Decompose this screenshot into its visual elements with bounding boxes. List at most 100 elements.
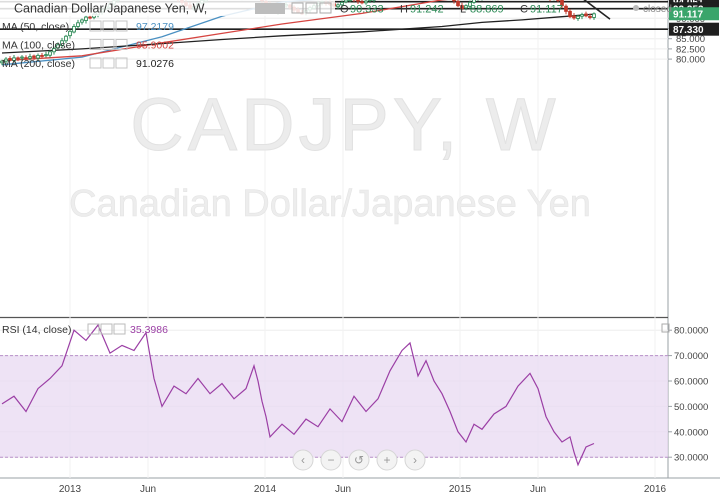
time-tick-label: Jun — [335, 484, 351, 495]
candle-body — [0, 60, 4, 64]
candle-body — [48, 51, 52, 56]
price-tick-label: 80.000 — [676, 55, 705, 66]
indicator-close-icon[interactable] — [115, 39, 128, 50]
rsi-tick-label: 60.0000 — [674, 377, 708, 388]
header: Canadian Dollar/Japanese Yen, W, O 90.333… — [0, 0, 672, 16]
ohlc-value-h: 91.242 — [410, 4, 444, 16]
ohlc-value-l: 88.869 — [470, 4, 504, 16]
status-text: closed — [643, 4, 672, 15]
indicator-settings-icon[interactable] — [89, 39, 102, 50]
indicator-value-1: 95.9002 — [136, 40, 174, 52]
time-tick-label: Jun — [530, 484, 546, 495]
rsi-tick-label: 50.0000 — [674, 402, 708, 413]
ohlc-label-l: L — [460, 4, 466, 16]
time-tick-label: 2013 — [59, 484, 82, 495]
rsi-close-icon[interactable] — [113, 323, 126, 335]
time-tick-label: 2016 — [644, 484, 667, 495]
candle-body — [8, 58, 12, 61]
candle-body — [348, 0, 352, 2]
chevron-right-button[interactable] — [404, 449, 426, 471]
indicator-close-icon[interactable] — [115, 57, 128, 69]
watermark: CADJPY, W Canadian Dollar/Japanese Yen — [69, 83, 591, 226]
symbol-masked — [255, 3, 285, 14]
settings-icon[interactable] — [305, 2, 318, 14]
chevron-left-button[interactable] — [292, 449, 314, 471]
candle-body — [344, 0, 348, 3]
rsi-tick-label: 80.0000 — [674, 326, 708, 337]
indicator-settings-icon[interactable] — [89, 57, 102, 69]
candle-body — [60, 40, 64, 46]
reset-button[interactable] — [348, 449, 370, 471]
candle-body — [360, 1, 364, 4]
trendline-line[interactable] — [552, 0, 611, 20]
candle-body — [568, 10, 572, 18]
candle-body — [584, 13, 588, 17]
rsi-tick-label: 40.0000 — [674, 427, 708, 438]
candle-body — [464, 5, 468, 9]
candle-body — [580, 14, 584, 17]
indicator-hide-icon[interactable] — [102, 57, 115, 69]
rsi-series-line — [1, 323, 595, 467]
last-price-tag — [669, 7, 719, 21]
rsi-line — [1, 323, 595, 467]
candle-body — [28, 56, 32, 59]
rsi-value: 35.3986 — [130, 324, 168, 336]
ohlc-label-o: O — [340, 4, 349, 16]
candle-body — [460, 5, 464, 9]
status: closed — [633, 4, 672, 15]
ohlc-label-h: H — [400, 4, 408, 16]
candle-body — [368, 0, 372, 2]
rsi-tick-label: 30.0000 — [674, 453, 708, 464]
chart-navigation[interactable]: ‹ − ↺ + › — [292, 449, 426, 471]
candle-body — [32, 55, 36, 58]
price-tick-label: 82.500 — [676, 44, 705, 55]
candle-body — [452, 0, 456, 2]
indicator-label-2: MA (200, close) — [2, 58, 75, 70]
legend-controls[interactable] — [291, 2, 332, 14]
candle-body — [592, 13, 596, 18]
ma-line-1 — [1, 0, 449, 62]
time-tick-label: Jun — [140, 484, 156, 495]
chart-title: Canadian Dollar/Japanese Yen, W, — [14, 2, 207, 16]
rsi-hide-icon[interactable] — [100, 323, 113, 335]
candle-body — [24, 57, 28, 60]
candle-body — [12, 57, 16, 61]
close-icon[interactable] — [319, 2, 332, 14]
chevron-left-icon: ‹ — [301, 453, 305, 467]
indicator-settings-icon[interactable] — [89, 20, 102, 32]
time-tick-label: 2015 — [449, 484, 472, 495]
rsi-axis-ticks: 30.0000 40.0000 50.0000 60.0000 70.0000 80.00… — [668, 326, 708, 464]
rsi-tick-label: 70.0000 — [674, 351, 708, 362]
last-price-tag-label: 91.117 — [673, 10, 703, 21]
hide-icon[interactable] — [291, 2, 304, 14]
indicator-hide-icon[interactable] — [102, 39, 115, 50]
candle-body — [64, 35, 68, 42]
indicator-hide-icon[interactable] — [102, 20, 115, 32]
candle-body — [88, 16, 92, 19]
trendline[interactable] — [552, 0, 611, 20]
rsi-band-fill — [0, 355, 668, 458]
plus-button[interactable] — [376, 449, 398, 471]
price-axis-background — [668, 0, 720, 478]
reset-icon: ↺ — [354, 453, 364, 467]
candle-body — [16, 57, 20, 60]
candle-body — [76, 22, 80, 27]
moving-averages — [1, 0, 595, 66]
indicator-value-0: 97.2179 — [136, 21, 174, 33]
candle-body — [340, 1, 344, 6]
level-price-tag-label: 87.330 — [673, 25, 704, 36]
candle-body — [576, 15, 580, 19]
rsi-legend: RSI (14, close) 35.3986 — [2, 323, 670, 336]
rsi-maximize-icon[interactable] — [661, 323, 670, 333]
rsi-band — [0, 355, 668, 458]
rsi-settings-icon[interactable] — [87, 323, 100, 335]
level-price-tag — [669, 22, 719, 36]
candle-body — [588, 16, 592, 18]
minus-button[interactable] — [320, 449, 342, 471]
price-tick-label: 85.000 — [676, 34, 705, 45]
candle-body — [472, 0, 476, 3]
minus-icon: − — [327, 453, 334, 467]
indicator-close-icon[interactable] — [115, 20, 128, 32]
ma-line-0 — [1, 0, 317, 66]
